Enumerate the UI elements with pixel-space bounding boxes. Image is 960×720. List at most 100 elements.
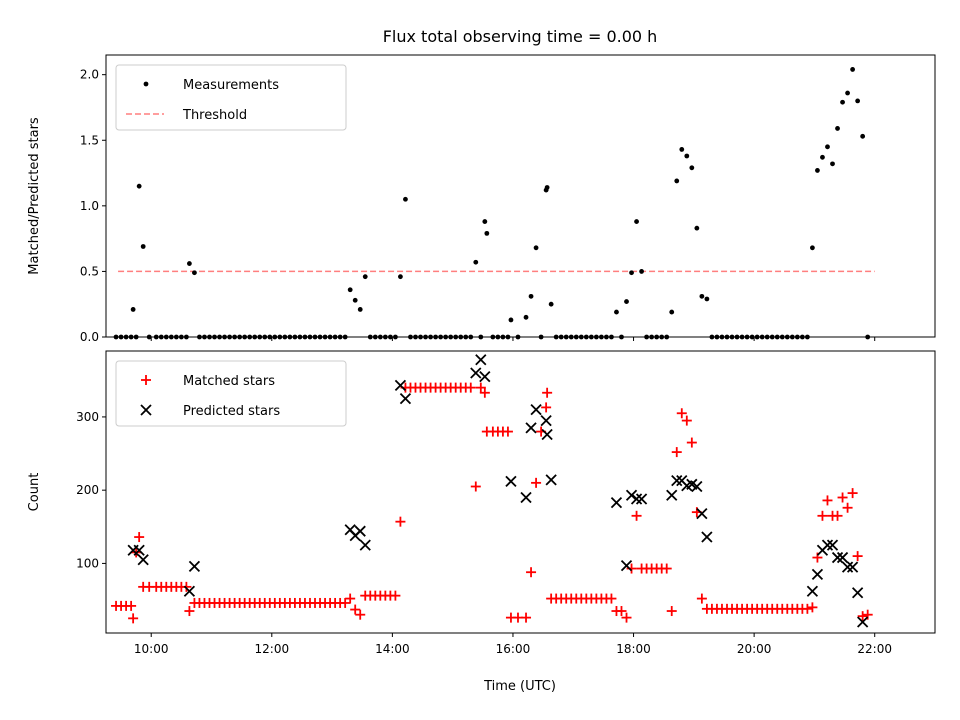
marker-stroke	[846, 561, 859, 573]
marker-stroke	[630, 493, 643, 505]
measurement-point	[835, 126, 840, 131]
matched-star-marker	[126, 600, 137, 611]
legend-box	[115, 64, 347, 131]
measurement-point	[357, 307, 363, 312]
y-tick-label: 0.0	[80, 330, 99, 344]
count-panel-axes: 100 200 300 10:00 12:00 14:00 16:00 18:00 20:00 2…	[76, 350, 936, 656]
matched-star-marker	[184, 606, 195, 617]
matched-star-marker	[606, 593, 617, 604]
marker-stroke	[188, 560, 201, 572]
measurement-point	[669, 309, 675, 315]
measurement-point	[845, 90, 850, 96]
predicted-star-marker	[479, 370, 491, 383]
y-tick-label: 2.0	[80, 68, 99, 82]
legend-dot-icon	[143, 81, 149, 87]
matched-star-marker	[616, 606, 627, 617]
predicted-star-marker	[530, 403, 542, 416]
x-tick-label: 14:00	[375, 642, 410, 656]
matched-star-marker	[128, 613, 139, 624]
predicted-star-marker	[831, 551, 844, 564]
matched-star-marker	[345, 593, 356, 604]
matched-star-marker	[807, 602, 818, 613]
matched-star-marker	[134, 532, 145, 543]
marker-stroke	[635, 493, 648, 505]
predicted-star-marker	[399, 392, 412, 405]
predicted-star-marker	[394, 379, 407, 392]
matched-star-marker	[832, 510, 843, 521]
marker-stroke	[505, 475, 517, 488]
measurement-point	[639, 269, 644, 274]
predicted-star-marker	[188, 560, 201, 572]
measurement-point	[403, 196, 408, 202]
predicted-star-marker	[857, 616, 869, 628]
predicted-star-marker	[701, 531, 713, 543]
marker-stroke	[836, 551, 849, 564]
matched-star-marker	[857, 611, 868, 622]
marker-stroke	[475, 354, 487, 366]
measurement-point	[684, 153, 690, 159]
x-tick-label: 16:00	[496, 642, 531, 656]
measurement-point	[523, 314, 529, 320]
predicted-star-marker	[841, 561, 854, 573]
marker-stroke	[140, 404, 152, 416]
marker-stroke	[530, 403, 542, 416]
marker-stroke	[696, 507, 708, 520]
measurement-point	[624, 299, 629, 304]
matched-star-marker	[395, 516, 406, 527]
matched-star-marker	[390, 590, 401, 601]
matched-star-marker	[631, 510, 642, 521]
count-panel: 100 200 300 10:00 12:00 14:00 16:00 18:00 20:00 2…	[27, 350, 936, 656]
matched-star-marker	[686, 437, 697, 448]
marker-stroke	[691, 480, 703, 493]
marker-stroke	[831, 551, 844, 564]
measurement-point	[840, 99, 845, 105]
matched-star-marker	[542, 387, 553, 398]
marker-stroke	[857, 616, 869, 628]
axes-frame	[105, 54, 936, 338]
y-tick-label: 100	[76, 556, 99, 570]
predicted-star-marker	[610, 496, 623, 509]
measurement-point	[810, 245, 815, 251]
x-tick-label: 18:00	[616, 642, 651, 656]
measurement-point	[533, 245, 539, 251]
matched-star-marker	[696, 593, 707, 604]
marker-stroke	[625, 489, 638, 501]
count-panel-ylabel: Count	[27, 473, 42, 512]
predicted-star-marker	[541, 428, 553, 441]
marker-stroke	[826, 539, 839, 551]
marker-stroke	[811, 568, 824, 581]
matched-star-marker	[842, 502, 853, 513]
predicted-star-marker	[671, 475, 683, 487]
y-tick-label: 1.0	[80, 199, 99, 213]
marker-stroke	[520, 491, 532, 504]
predicted-star-marker	[846, 561, 859, 573]
measurement-point	[699, 293, 705, 299]
matched-star-marker	[681, 415, 692, 426]
predicted-star-marker	[133, 544, 145, 556]
predicted-star-marker	[836, 551, 849, 564]
measurement-point	[815, 168, 820, 173]
matched-star-marker	[666, 606, 677, 617]
matched-star-marker	[470, 481, 481, 492]
measurement-point	[855, 98, 861, 104]
predicted-star-marker	[540, 414, 552, 427]
measurement-point	[347, 287, 353, 293]
measurement-point	[830, 161, 835, 167]
predicted-star-marker	[505, 475, 517, 488]
legend-label: Measurements	[183, 78, 279, 93]
measurement-point	[398, 274, 403, 280]
predicted-star-marker	[354, 525, 366, 537]
measurement-point	[820, 154, 825, 160]
matched-star-marker	[802, 603, 813, 614]
predicted-star-marker	[851, 587, 864, 599]
measurement-point	[192, 270, 197, 276]
marker-stroke	[701, 531, 713, 543]
predicted-star-marker	[696, 507, 708, 520]
measurement-point	[473, 259, 479, 265]
matched-star-marker	[475, 382, 486, 393]
measurement-point	[136, 183, 142, 189]
marker-stroke	[137, 554, 149, 566]
count-points	[111, 354, 873, 628]
matched-star-marker	[521, 612, 532, 623]
